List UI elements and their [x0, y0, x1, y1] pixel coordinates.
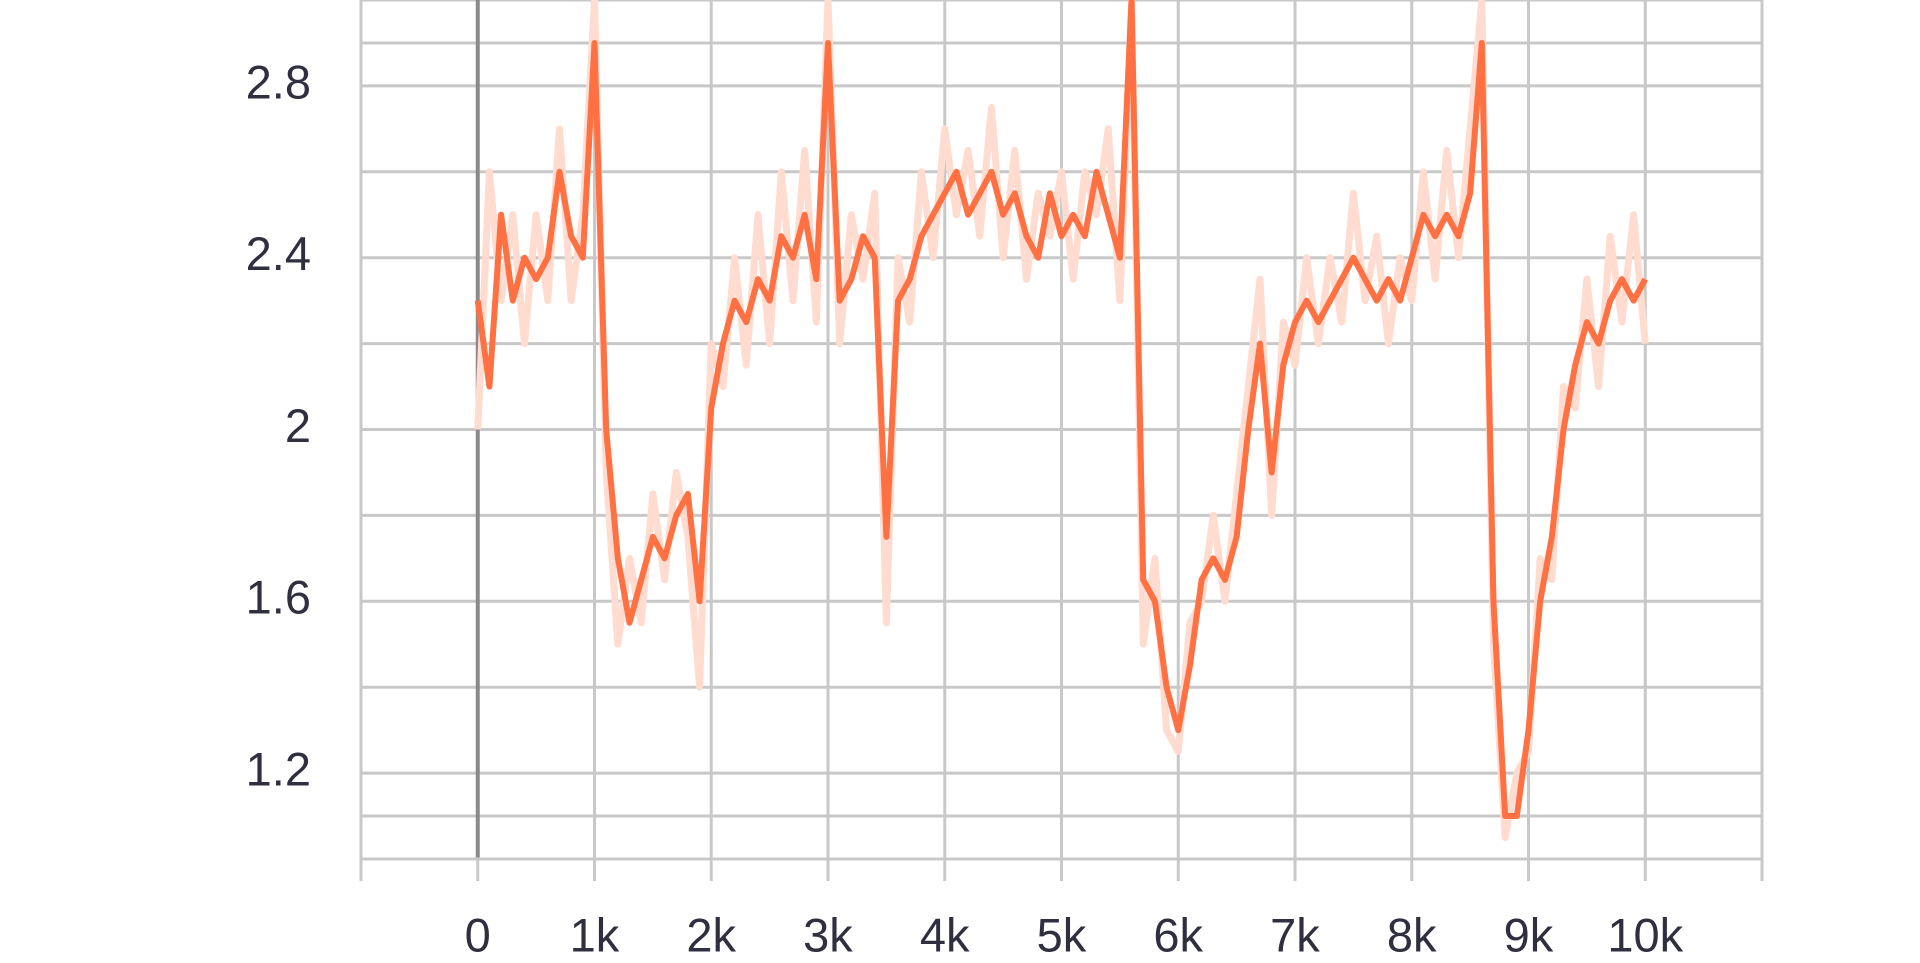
- x-tick-label: 3k: [803, 908, 853, 961]
- y-tick-label: 2.4: [246, 227, 311, 280]
- x-tick-label: 4k: [920, 908, 970, 961]
- y-tick-label: 2.8: [246, 55, 311, 108]
- x-tick-label: 7k: [1270, 908, 1320, 961]
- y-tick-label: 1.2: [246, 743, 311, 796]
- y-tick-label: 1.6: [246, 571, 311, 624]
- x-tick-label: 2k: [686, 908, 736, 961]
- x-tick-label: 8k: [1387, 908, 1437, 961]
- smoothed-line: [474, 0, 1648, 820]
- grid: [359, 0, 1764, 881]
- x-tick-label: 10k: [1607, 908, 1683, 961]
- y-tick-label: 2: [285, 399, 311, 452]
- raw-line: [474, 0, 1649, 842]
- x-tick-label: 1k: [570, 908, 620, 961]
- x-tick-label: 6k: [1153, 908, 1203, 961]
- x-tick-label: 5k: [1037, 908, 1087, 961]
- plot-area: [474, 0, 1649, 842]
- x-tick-label: 9k: [1504, 908, 1554, 961]
- axis-labels: 1.2 1.6 2 2.4 2.8 0 1k 2k 3k 4k 5k 6k 7k 8k 9k 10k: [246, 55, 1684, 961]
- x-tick-label: 0: [465, 908, 491, 961]
